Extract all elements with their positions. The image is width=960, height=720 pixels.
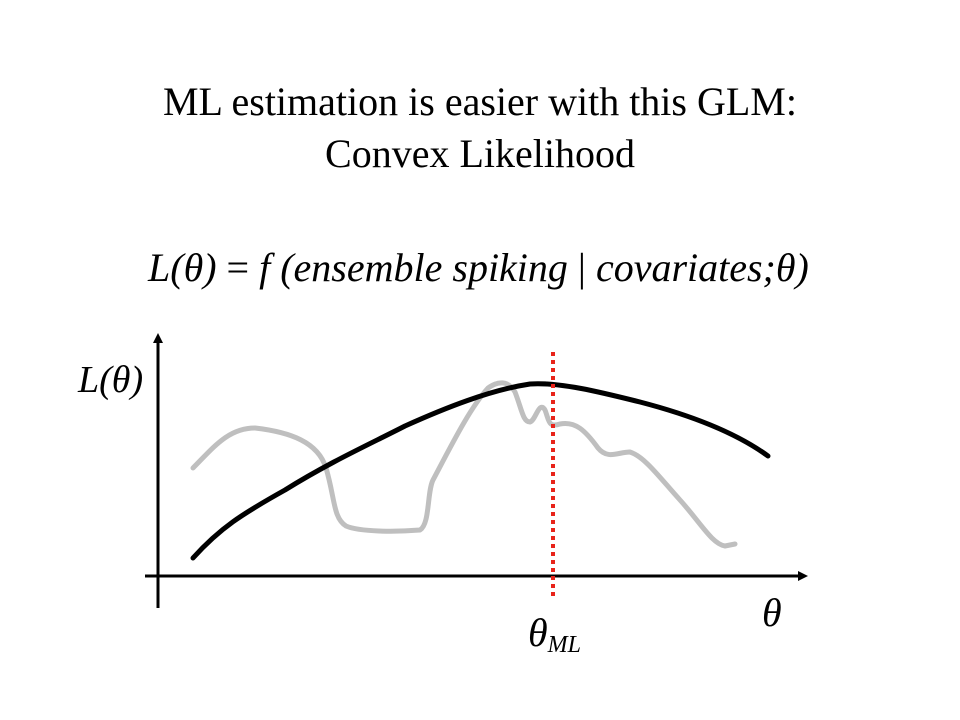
ml-theta: θ: [528, 610, 548, 655]
ml-subscript: ML: [547, 632, 581, 658]
title-line-1: ML estimation is easier with this GLM:: [162, 79, 797, 124]
convex-likelihood-curve: [190, 381, 771, 561]
slide-title: ML estimation is easier with this GLM: C…: [0, 76, 960, 180]
formula-function: f (ensemble spiking: [259, 245, 578, 290]
x-axis-label: θ: [762, 590, 782, 635]
title-line-2: Convex Likelihood: [325, 131, 635, 176]
formula-equals: =: [216, 245, 260, 290]
formula-lhs: L(θ): [148, 245, 217, 290]
y-axis-label: L(θ): [77, 359, 143, 401]
formula-args: covariates;θ): [585, 245, 809, 290]
likelihood-formula: L(θ) = f (ensemble spiking | covariates;…: [148, 244, 809, 291]
formula-bar: |: [577, 245, 586, 290]
ml-estimate-label: θML: [528, 610, 581, 658]
